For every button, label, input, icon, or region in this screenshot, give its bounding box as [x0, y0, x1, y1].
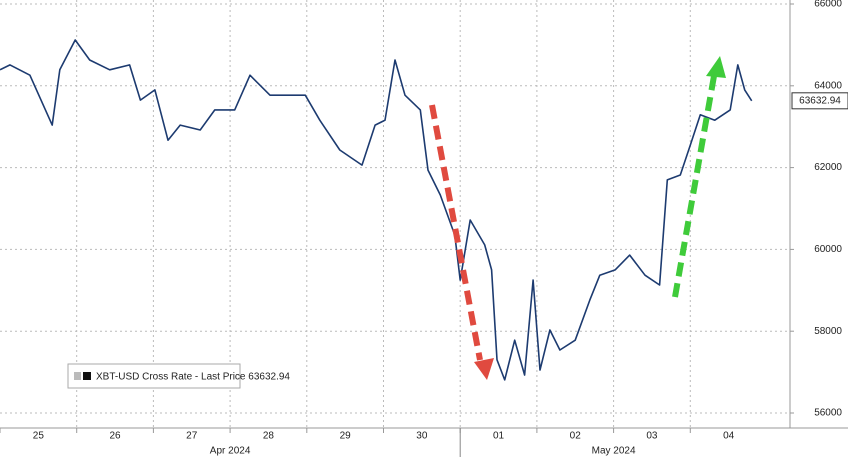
y-tick-label: 60000 [814, 244, 842, 255]
down-arrow-head [474, 358, 494, 380]
month-label: May 2024 [592, 446, 636, 457]
x-tick-label: 26 [109, 431, 121, 442]
series [0, 39, 753, 381]
x-tick-label: 04 [723, 431, 735, 442]
x-tick-label: 27 [186, 431, 198, 442]
x-tick-label: 30 [416, 431, 428, 442]
x-tick-label: 25 [33, 431, 45, 442]
legend-label: XBT-USD Cross Rate - Last Price 63632.94 [96, 372, 290, 383]
x-tick-label: 02 [570, 431, 582, 442]
arrows [429, 56, 726, 380]
y-tick-label: 66000 [814, 0, 842, 10]
legend-box [67, 363, 241, 389]
y-tick-label: 58000 [814, 326, 842, 337]
price-line [0, 39, 753, 381]
up-arrow [672, 75, 717, 298]
x-tick-label: 03 [646, 431, 658, 442]
x-tick-label: 01 [493, 431, 505, 442]
grid [0, 0, 790, 428]
y-tick-label: 56000 [814, 408, 842, 419]
x-tick-label: 29 [340, 431, 352, 442]
legend-swatch [74, 372, 81, 380]
legend-swatch [83, 372, 91, 380]
month-label: Apr 2024 [210, 446, 251, 457]
last-price-tag [791, 92, 848, 110]
legend: XBT-USD Cross Rate - Last Price 63632.94 [67, 363, 290, 389]
last-price-label: 63632.94 [799, 95, 841, 106]
y-tick-label: 62000 [814, 162, 842, 173]
up-arrow-head [706, 56, 726, 78]
y-tick-label: 64000 [814, 80, 842, 91]
x-tick-label: 28 [263, 431, 275, 442]
down-arrow [429, 104, 483, 361]
